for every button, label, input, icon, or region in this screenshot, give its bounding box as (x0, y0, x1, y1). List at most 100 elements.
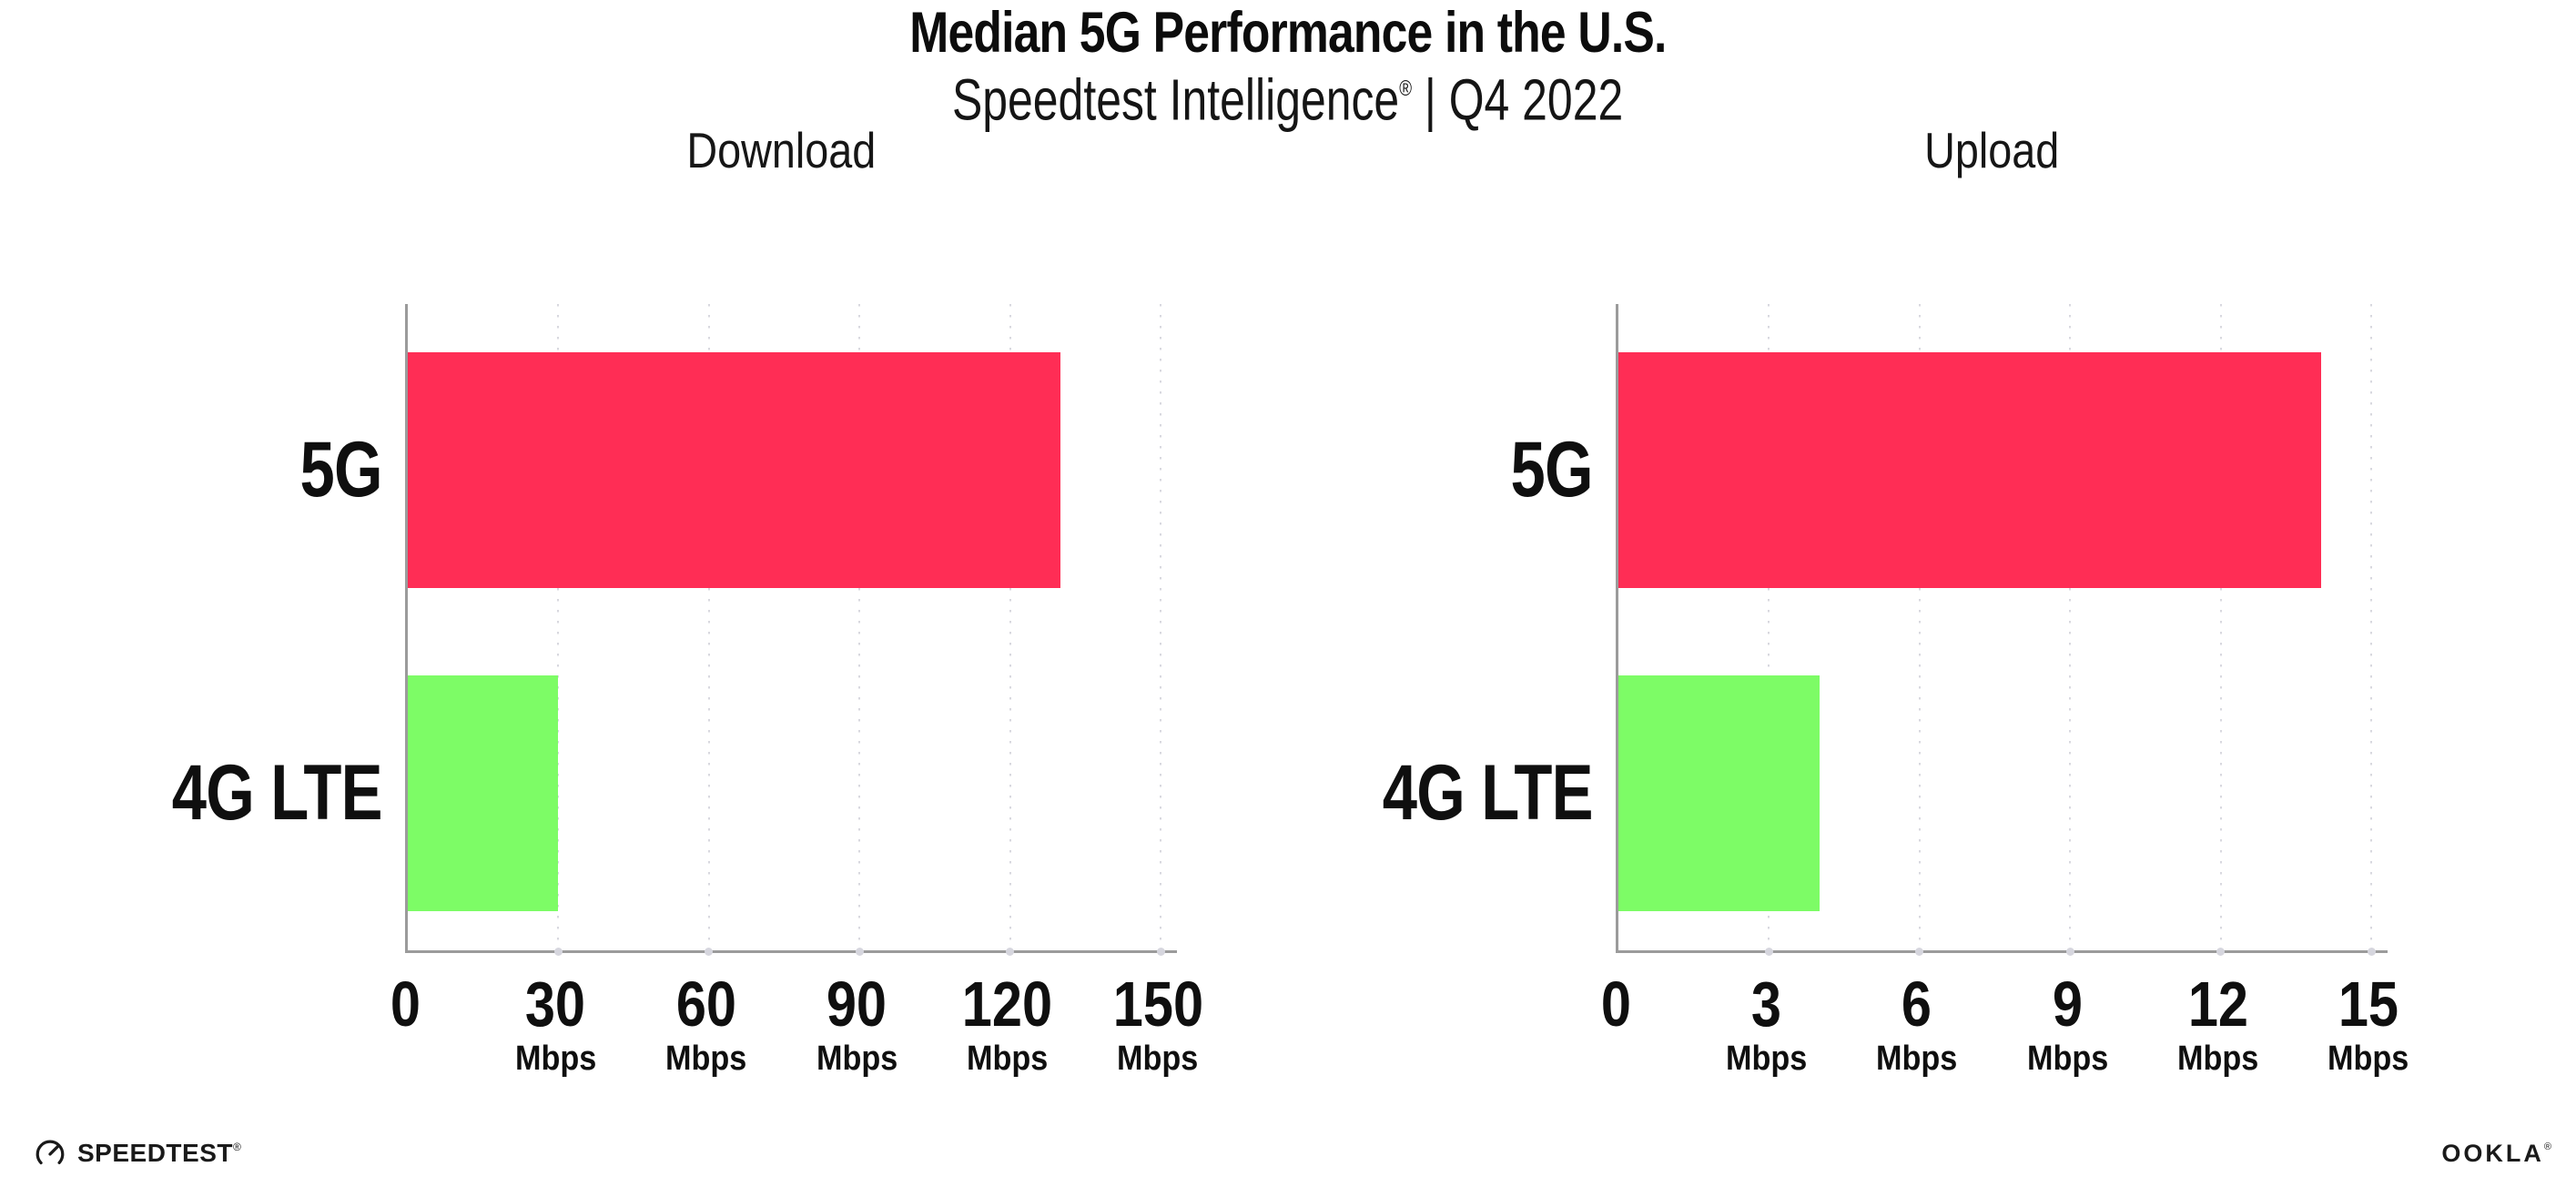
x-tick-unit-text: Mbps (2026, 1040, 2108, 1078)
speedtest-logo: SPEEDTEST® (33, 1136, 241, 1171)
x-tick-unit-text: Mbps (665, 1040, 747, 1078)
panel-title-wrap: Download (405, 123, 1158, 178)
registered-mark-icon: ® (2543, 1141, 2551, 1152)
axis-tick-dot (1764, 948, 1773, 956)
x-tick-unit: Mbps (917, 1040, 1099, 1077)
x-tick-number: 150 (1067, 971, 1249, 1037)
bar-5g (408, 352, 1060, 588)
x-tick-unit: Mbps (766, 1040, 948, 1077)
upload-chart-panel: Upload 5G 4G LTE 0 3 Mbps 6 Mbps 9 Mbps 12 Mbps 15… (1297, 123, 2471, 1106)
x-tick-label: 150 Mbps (1067, 971, 1249, 1077)
plot-area (1616, 304, 2388, 956)
plot-area (405, 304, 1177, 956)
category-label: 4G LTE (86, 743, 383, 843)
x-tick-label: 9 Mbps (1976, 971, 2158, 1077)
category-label-text: 5G (1510, 426, 1594, 513)
x-tick-label: 120 Mbps (917, 971, 1099, 1077)
x-tick-label: 12 Mbps (2127, 971, 2309, 1077)
panel-title: Upload (1924, 122, 2060, 178)
category-label-text: 4G LTE (172, 749, 383, 837)
x-tick-number-text: 0 (1600, 969, 1631, 1040)
subtitle-brand: Speedtest Intelligence (952, 66, 1400, 133)
category-labels: 5G 4G LTE (1297, 304, 1594, 950)
gridline (707, 304, 710, 950)
bar-4g-lte (1618, 675, 1820, 911)
x-tick-unit: Mbps (615, 1040, 797, 1077)
x-tick-unit: Mbps (464, 1040, 646, 1077)
speedtest-wordmark-text: SPEEDTEST (77, 1139, 233, 1167)
subtitle-period: | Q4 2022 (1412, 66, 1624, 133)
x-tick-number-text: 3 (1750, 969, 1781, 1040)
panel-title-wrap: Upload (1616, 123, 2368, 178)
axis-tick-dot (855, 948, 864, 956)
x-tick-unit: Mbps (1826, 1040, 2008, 1077)
axis-tick-dot (2065, 948, 2074, 956)
x-tick-unit-text: Mbps (2328, 1040, 2409, 1078)
x-tick-unit: Mbps (1067, 1040, 1249, 1077)
x-tick-number-text: 6 (1902, 969, 1932, 1040)
gridline (2219, 304, 2222, 950)
x-tick-number-text: 0 (390, 969, 421, 1040)
gridline (1160, 304, 1161, 950)
gridline (2069, 304, 2072, 950)
category-label-text: 5G (299, 426, 383, 513)
x-tick-label: 60 Mbps (615, 971, 797, 1077)
gridline (1768, 304, 1770, 950)
x-tick-unit-text: Mbps (1876, 1040, 1958, 1078)
category-label-text: 4G LTE (1383, 749, 1594, 837)
x-tick-unit: Mbps (2127, 1040, 2309, 1077)
category-labels: 5G 4G LTE (86, 304, 383, 950)
x-tick-label: 0 (1525, 971, 1707, 1037)
category-label: 4G LTE (1297, 743, 1594, 843)
ookla-wordmark-text: OOKLA (2441, 1140, 2544, 1167)
x-tick-number: 0 (314, 971, 496, 1037)
page-title: Median 5G Performance in the U.S. (909, 1, 1667, 65)
x-tick-unit: Mbps (2277, 1040, 2459, 1077)
page-subtitle: Speedtest Intelligence® | Q4 2022 (952, 60, 1623, 132)
gridline (1918, 304, 1921, 950)
x-tick-number-text: 30 (525, 969, 586, 1040)
x-tick-number: 0 (1525, 971, 1707, 1037)
axis-tick-dot (2367, 948, 2376, 956)
gridline (557, 304, 560, 950)
x-tick-number-text: 150 (1112, 969, 1203, 1040)
x-tick-number-text: 9 (2052, 969, 2083, 1040)
gridline (858, 304, 861, 950)
speedtest-gauge-icon (35, 1140, 65, 1169)
panel-title: Download (686, 122, 877, 178)
gridline (2370, 304, 2372, 950)
x-tick-number-text: 12 (2187, 969, 2248, 1040)
x-tick-label: 6 Mbps (1826, 971, 2008, 1077)
gridline (1009, 304, 1011, 950)
registered-mark-icon: ® (232, 1140, 242, 1153)
category-label: 5G (86, 420, 383, 520)
x-axis-labels: 0 30 Mbps 60 Mbps 90 Mbps 120 Mbps 150 Mbps (390, 971, 1202, 1103)
registered-mark-icon: ® (1399, 76, 1413, 101)
axis-tick-dot (1915, 948, 1924, 956)
x-tick-label: 3 Mbps (1675, 971, 1857, 1077)
ookla-wordmark: OOKLA® (2441, 1140, 2551, 1168)
axis-tick-dot (1156, 948, 1165, 956)
x-tick-number: 6 (1826, 971, 2008, 1037)
x-tick-number: 60 (615, 971, 797, 1037)
x-tick-unit-text: Mbps (1117, 1040, 1199, 1078)
x-tick-number: 3 (1675, 971, 1857, 1037)
x-tick-number: 120 (917, 971, 1099, 1037)
bar-4g-lte (408, 675, 559, 911)
x-tick-unit-text: Mbps (2176, 1040, 2259, 1078)
x-tick-unit-text: Mbps (1725, 1040, 1808, 1078)
x-tick-number-text: 120 (961, 969, 1053, 1040)
x-axis-labels: 0 3 Mbps 6 Mbps 9 Mbps 12 Mbps 15 Mbps (1600, 971, 2409, 1103)
x-tick-number-text: 90 (827, 969, 887, 1040)
speedtest-wordmark: SPEEDTEST® (77, 1139, 241, 1168)
x-tick-unit-text: Mbps (966, 1040, 1049, 1078)
axis-tick-dot (705, 948, 714, 956)
axis-tick-dot (2216, 948, 2226, 956)
x-tick-number: 30 (464, 971, 646, 1037)
header: Median 5G Performance in the U.S. (0, 2, 2576, 64)
x-tick-unit-text: Mbps (816, 1040, 898, 1078)
x-tick-label: 15 Mbps (2277, 971, 2459, 1077)
subtitle-row: Speedtest Intelligence® | Q4 2022 (0, 60, 2576, 132)
x-tick-label: 90 Mbps (766, 971, 948, 1077)
